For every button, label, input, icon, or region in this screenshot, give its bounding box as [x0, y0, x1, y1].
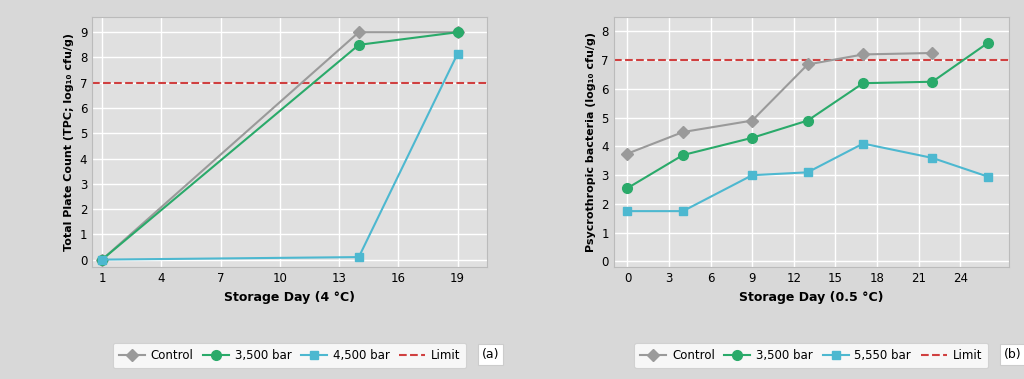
- X-axis label: Storage Day (0.5 °C): Storage Day (0.5 °C): [739, 291, 884, 304]
- Text: (b): (b): [1004, 348, 1021, 361]
- Legend: Control, 3,500 bar, 5,550 bar, Limit: Control, 3,500 bar, 5,550 bar, Limit: [634, 343, 988, 368]
- Y-axis label: Total Plate Count (TPC; log₁₀ cfu/g): Total Plate Count (TPC; log₁₀ cfu/g): [65, 33, 75, 251]
- Text: (a): (a): [482, 348, 500, 361]
- X-axis label: Storage Day (4 °C): Storage Day (4 °C): [224, 291, 355, 304]
- Y-axis label: Psycrothropic bacteria (log₁₀ cfu/g): Psycrothropic bacteria (log₁₀ cfu/g): [586, 32, 596, 252]
- Legend: Control, 3,500 bar, 4,500 bar, Limit: Control, 3,500 bar, 4,500 bar, Limit: [113, 343, 467, 368]
